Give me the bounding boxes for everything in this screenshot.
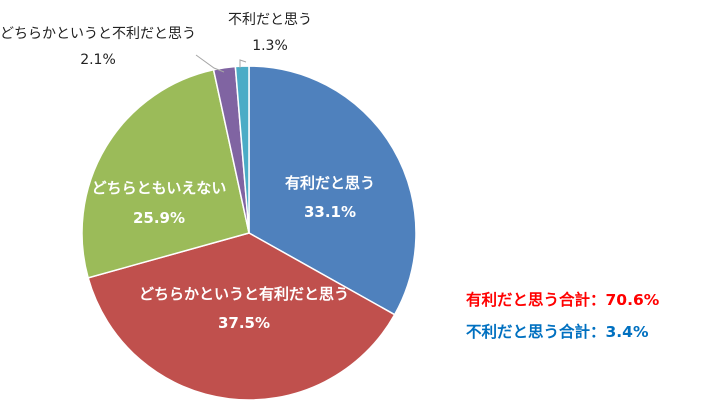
slice-4-leader-line bbox=[195, 54, 225, 73]
leader-lines bbox=[195, 54, 247, 73]
slice-5-wedge bbox=[234, 65, 250, 234]
slice-5-leader-line bbox=[239, 59, 247, 68]
slice-labels: 有利だと思う 33.1% どちらかというと有利だと思う 37.5% どちらともいえない 2… bbox=[0, 12, 375, 332]
slice-4-label: どちらかというと不利だと思う bbox=[0, 26, 196, 42]
slice-4-value-label: 2.1% bbox=[80, 52, 116, 68]
slice-5-value-label: 1.3% bbox=[252, 38, 288, 54]
pie-slices bbox=[81, 65, 417, 401]
slice-1-wedge bbox=[248, 65, 417, 316]
slice-3-wedge bbox=[81, 68, 250, 279]
slice-5-label: 不利だと思う bbox=[228, 12, 312, 28]
slice-1-label: 有利だと思う bbox=[285, 174, 375, 192]
unfavorable-total: 不利だと思う合計：3.4% bbox=[466, 323, 649, 341]
slice-3-label: どちらともいえない bbox=[92, 179, 227, 197]
slice-2-wedge bbox=[87, 232, 396, 401]
slice-3-value-label: 25.9% bbox=[133, 209, 185, 227]
slice-2-label: どちらかというと有利だと思う bbox=[139, 285, 349, 303]
favorable-total: 有利だと思う合計：70.6% bbox=[466, 291, 660, 309]
slice-1-value-label: 33.1% bbox=[304, 203, 356, 221]
slice-2-value-label: 37.5% bbox=[218, 314, 270, 332]
